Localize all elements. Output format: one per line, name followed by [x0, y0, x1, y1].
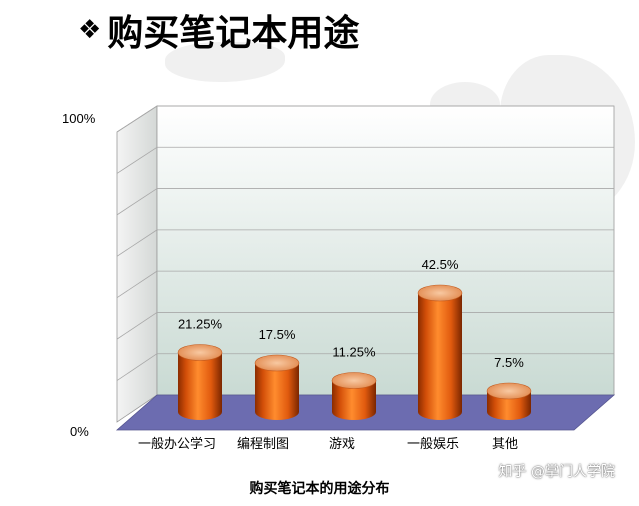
data-label: 7.5%: [494, 355, 524, 370]
x-tick-label: 一般办公学习: [138, 436, 216, 452]
bar-body: [255, 363, 299, 420]
bar-top: [487, 383, 531, 399]
data-label: 17.5%: [259, 327, 296, 342]
chart-side-wall: [117, 106, 157, 422]
bar-body: [418, 293, 462, 420]
bar-3: [332, 373, 376, 421]
y-tick-label-min: 0%: [70, 424, 89, 439]
x-tick-label: 其他: [492, 437, 518, 452]
bar-5: [487, 383, 531, 420]
x-tick-label: 一般娱乐: [407, 436, 459, 452]
chart-caption: 购买笔记本的用途分布: [0, 478, 639, 498]
x-axis-labels: 一般办公学习 编程制图 游戏 一般娱乐 其他: [138, 436, 518, 452]
bar-1: [178, 345, 222, 421]
data-label: 11.25%: [332, 345, 376, 360]
bar-top: [255, 355, 299, 371]
x-tick-label: 编程制图: [237, 437, 289, 452]
bar-top: [178, 345, 222, 361]
y-tick-label-max: 100%: [62, 111, 96, 126]
data-label: 21.25%: [178, 317, 223, 332]
data-label: 42.5%: [422, 257, 459, 272]
bar-2: [255, 355, 299, 420]
x-tick-label: 游戏: [329, 437, 355, 452]
watermark: 知乎 @掌门人学院: [499, 461, 615, 481]
bar-top: [418, 285, 462, 301]
bar-body: [178, 353, 222, 421]
bar-4: [418, 285, 462, 420]
bar-top: [332, 373, 376, 389]
chart-back-wall: [157, 106, 614, 395]
